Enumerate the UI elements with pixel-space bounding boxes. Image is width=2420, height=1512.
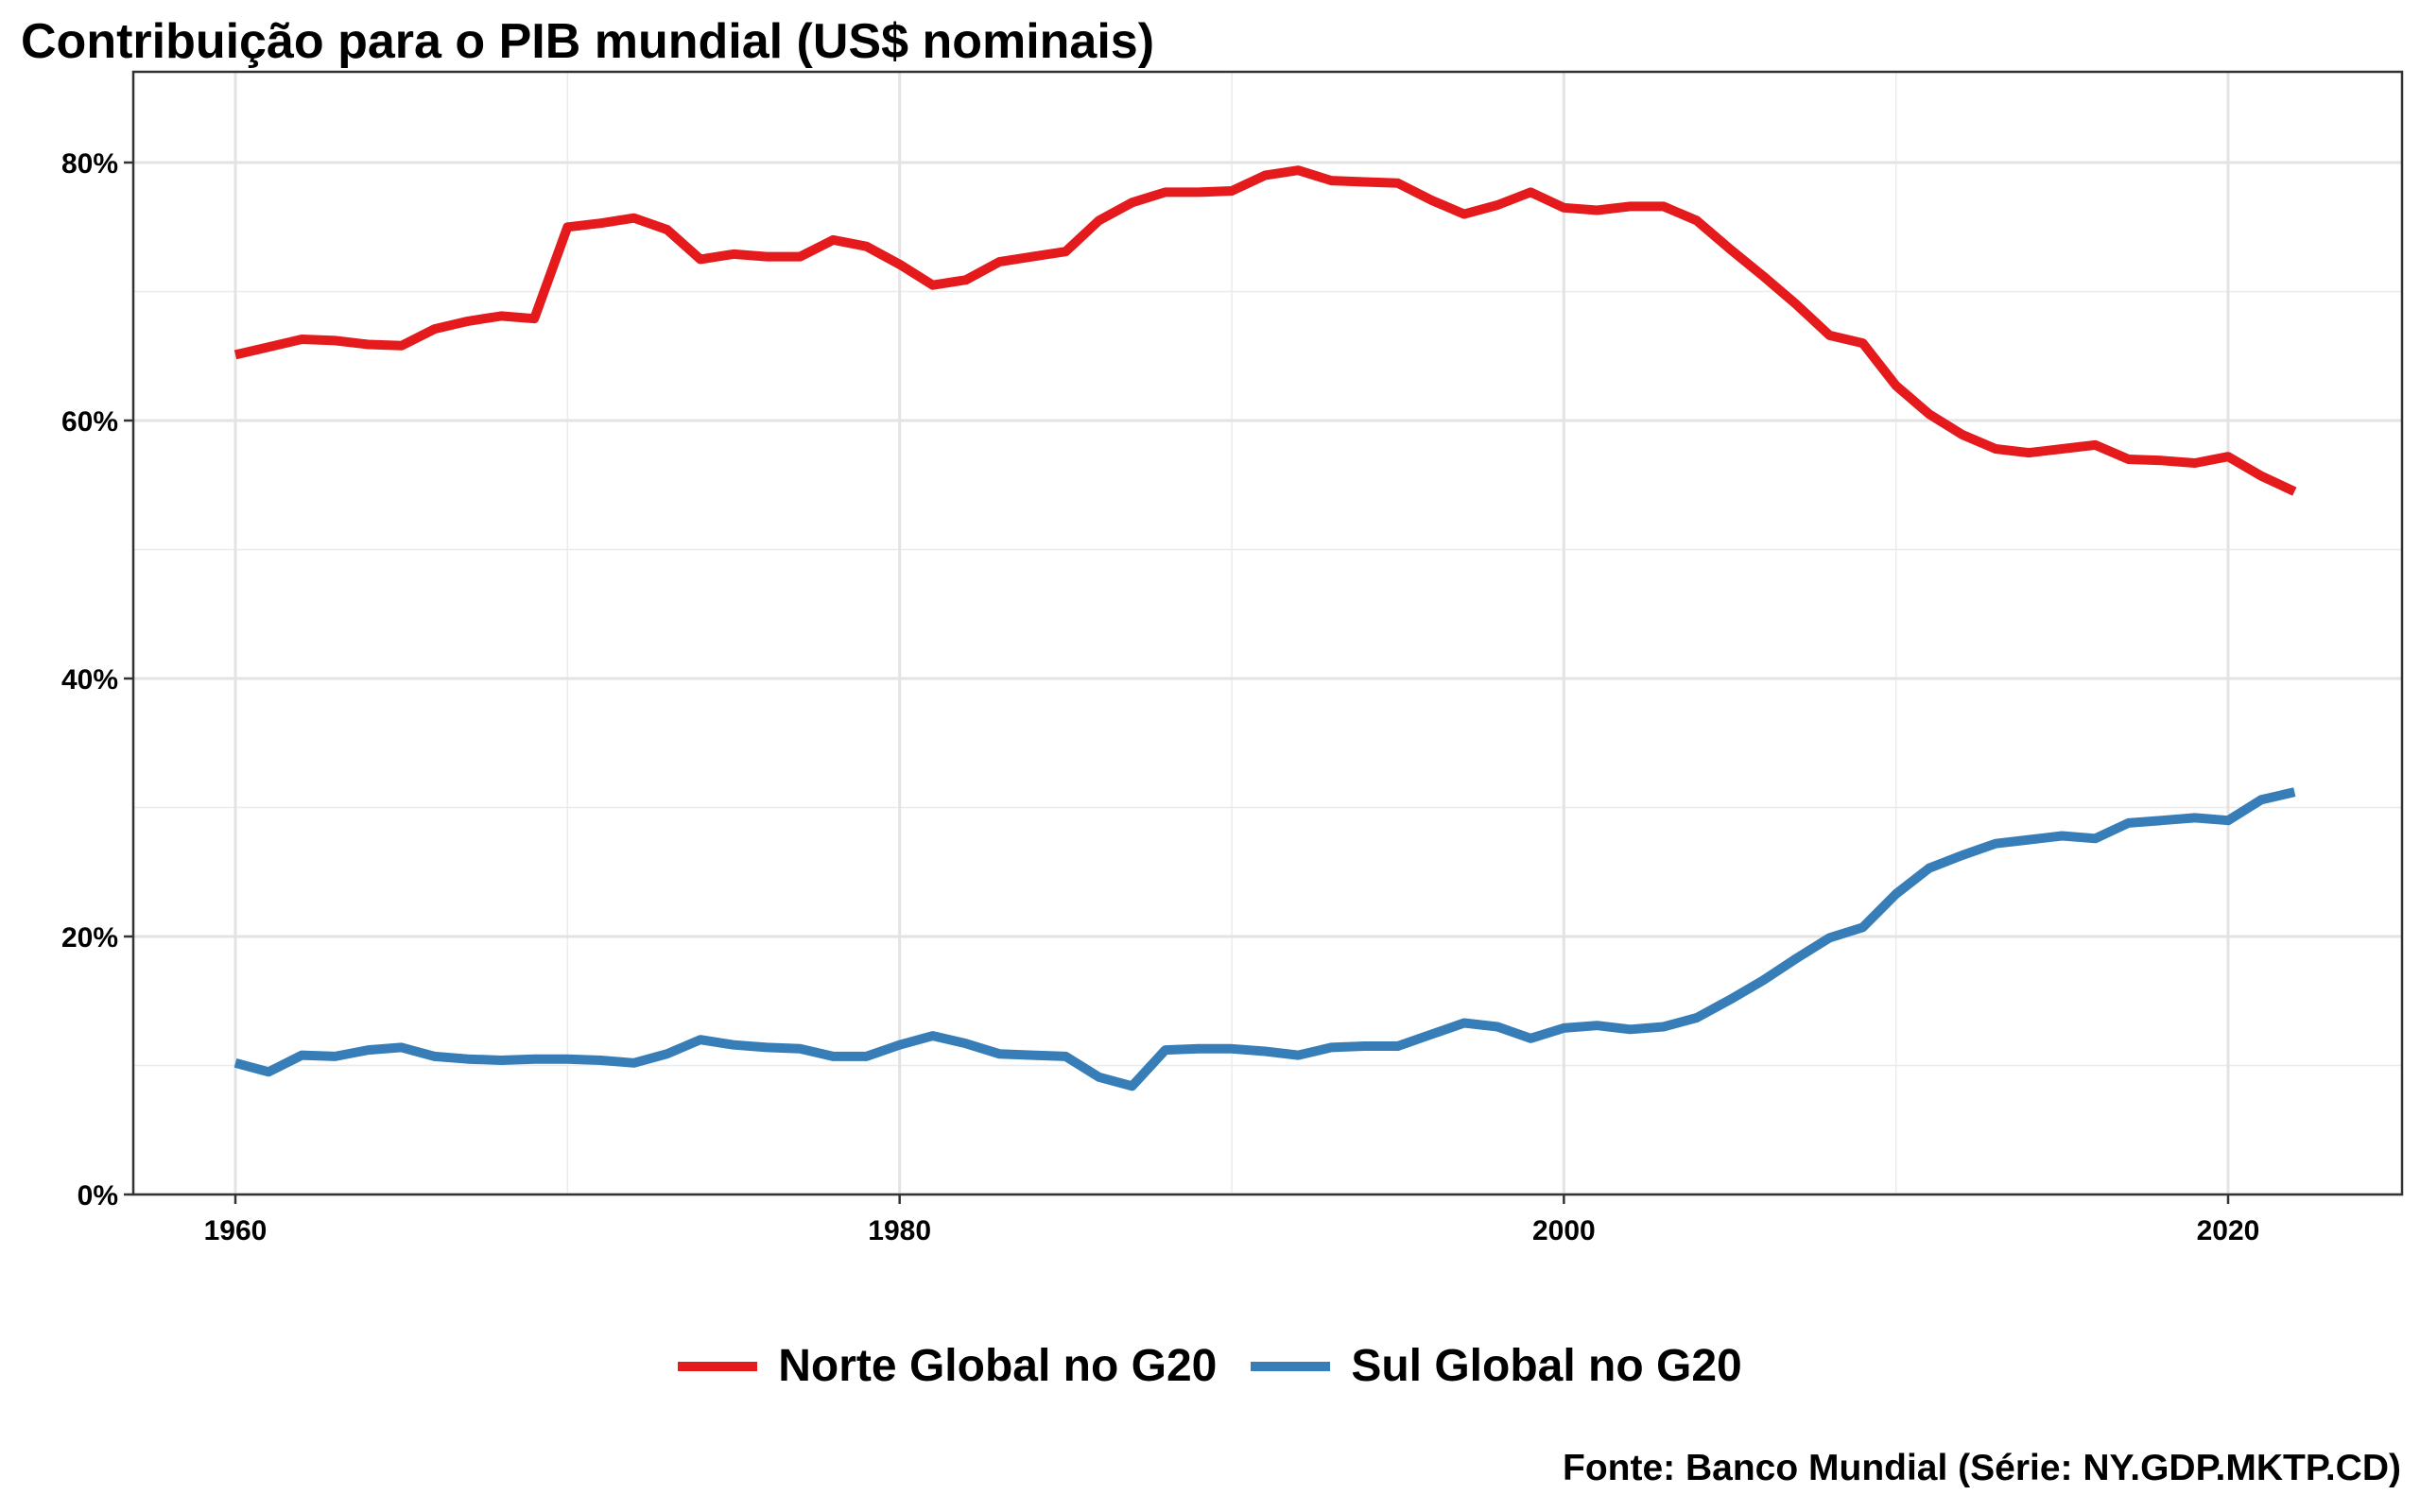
plot-panel-border (131, 70, 2404, 1196)
legend-key-norte-global (678, 1361, 758, 1371)
chart-caption: Fonte: Banco Mundial (Série: NY.GDP.MKTP… (1563, 1448, 2401, 1488)
series-line-1 (233, 787, 2296, 1091)
y-tick-label: 80% (61, 148, 118, 180)
x-tick-label: 1980 (868, 1215, 931, 1246)
series-lines (233, 165, 2297, 1091)
axes: 0% 20% 40% 60% 80% 1960 1980 2000 2020 (61, 148, 2259, 1246)
y-tick-label: 0% (78, 1180, 118, 1211)
x-tick-label: 2020 (2197, 1215, 2260, 1246)
x-tick-label: 1960 (204, 1215, 268, 1246)
legend-item-sul-global: Sul Global no G20 (1251, 1340, 1742, 1392)
series-line-0 (233, 165, 2297, 496)
legend-label-norte-global: Norte Global no G20 (778, 1341, 1218, 1391)
legend-item-norte-global: Norte Global no G20 (678, 1340, 1217, 1392)
y-tick-label: 40% (61, 664, 118, 696)
legend-key-sul-global (1251, 1361, 1331, 1371)
grid-lines (133, 72, 2402, 1196)
legend: Norte Global no G20 Sul Global no G20 (0, 1340, 2420, 1392)
chart-title: Contribuição para o PIB mundial (US$ nom… (21, 14, 1155, 69)
y-tick-label: 20% (61, 922, 118, 954)
y-tick-label: 60% (61, 406, 118, 438)
x-tick-label: 2000 (1532, 1215, 1596, 1246)
legend-label-sul-global: Sul Global no G20 (1351, 1341, 1742, 1391)
